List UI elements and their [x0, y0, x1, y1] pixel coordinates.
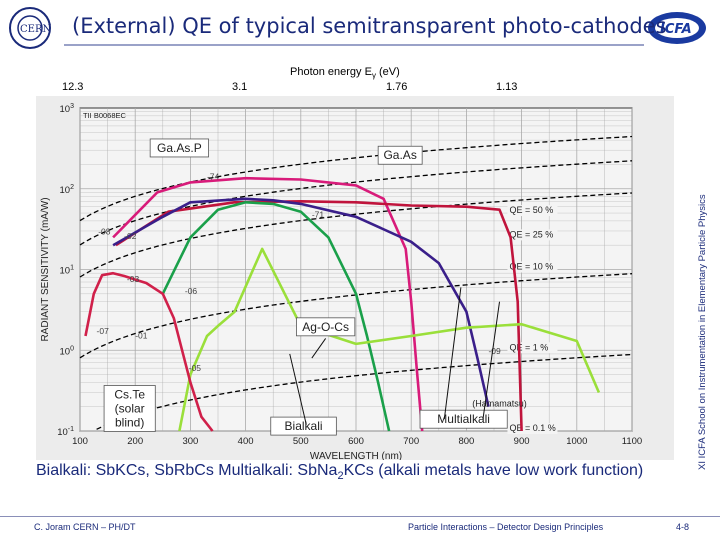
svg-text:CERN: CERN [20, 24, 51, 35]
x-tick-label: 700 [403, 436, 419, 447]
x-tick-label: 300 [182, 436, 198, 447]
annotation-arrow [482, 301, 501, 420]
curve-bialkali [161, 201, 391, 432]
x-tick-label: 500 [293, 436, 309, 447]
y-tick-label: 102 [60, 184, 75, 196]
x-tick-label: 200 [127, 436, 143, 447]
annotation-box [419, 409, 508, 429]
y-tick-label: 101 [60, 265, 75, 277]
qe-line [96, 353, 633, 430]
curve-gaasp [112, 176, 424, 432]
curve-code: -06 [185, 286, 198, 296]
footer-lecture: Particle Interactions – Detector Design … [408, 522, 604, 532]
y-tick-label: 10-1 [57, 426, 74, 438]
qe-label-bg [507, 205, 558, 217]
icfa-logo: ICFA [646, 10, 708, 46]
qe-label-bg [507, 261, 558, 273]
footer-author: C. Joram CERN – PH/DT [34, 522, 136, 532]
qe-label-bg [507, 342, 558, 354]
photocathode-caption: Bialkali: SbKCs, SbRbCs Multialkali: SbN… [36, 462, 643, 482]
qe-label: QE = 0.1 % [509, 423, 555, 433]
caption-part: Bialkali: Sb [36, 462, 116, 479]
x-tick-label: 1000 [566, 436, 587, 447]
caption-part: Rb [173, 462, 195, 479]
x-tick-label: 400 [238, 436, 254, 447]
curve-gaas [115, 200, 523, 432]
x-axis-label: WAVELENGTH (nm) [310, 451, 402, 460]
qe-line [79, 135, 633, 222]
y-axis-label: RADIANT SENSITIVITY (mA/W) [40, 197, 51, 341]
footer-page-number: 4-8 [676, 522, 690, 532]
x-tick-label: 1100 [622, 436, 642, 447]
annotation-box [270, 416, 337, 436]
annotation-label: Cs.Te [114, 387, 145, 401]
chart-svg: QE = 50 % QE = 25 % QE = 10 % QE = 1 % QE = … [40, 103, 642, 462]
y-tick-label: 100 [60, 345, 75, 357]
curve-code: -09 [488, 346, 501, 356]
slide-title: (External) QE of typical semitransparent… [72, 14, 667, 38]
annotation-label: (solar [115, 401, 145, 415]
photon-energy-title: Photon energy Eγ (eV) [290, 66, 400, 80]
x-tick-label: 900 [514, 436, 530, 447]
curve-code: -08 [98, 227, 111, 237]
qe-label: QE = 25 % [509, 229, 553, 239]
annotation-arrow [443, 287, 462, 420]
annotation-label: blind) [115, 415, 144, 429]
caption-subscript: 2 [337, 470, 344, 483]
curve-code: -07 [97, 326, 110, 336]
sensitivity-chart: QE = 50 % QE = 25 % QE = 10 % QE = 1 % QE = … [36, 96, 674, 462]
caption-part: Cs Multialkali: Sb [194, 462, 317, 479]
annotation-arrow [311, 338, 327, 359]
curve-code: -71 [312, 210, 325, 220]
annotation-box [377, 145, 423, 165]
qe-label-bg [507, 423, 558, 434]
annotation-label: Ga.As.P [157, 141, 202, 155]
curve-code: -02 [124, 231, 137, 241]
annotation-box [149, 138, 209, 158]
energy-tick: 12.3 [62, 81, 84, 93]
qe-label: QE = 50 % [509, 205, 553, 215]
x-tick-label: 100 [72, 436, 88, 447]
curve-code: -03 [127, 274, 140, 284]
corner-label: TII B0068EC [83, 111, 127, 120]
annotation-arrow [289, 353, 307, 425]
caption-part: KCs (alkali metals have low work functio… [343, 462, 644, 479]
annotation-label: Multialkali [437, 412, 490, 426]
caption-part: KCs, Sb [115, 462, 174, 479]
source-note: (Hamamatsu) [472, 399, 527, 409]
y-tick-label: 103 [60, 103, 75, 115]
x-tick-label: 800 [458, 436, 474, 447]
qe-label-bg [507, 229, 558, 241]
curve-code: -05 [189, 363, 202, 373]
svg-text:ICFA: ICFA [660, 22, 692, 37]
side-note: XI ICFA School on Instrumentation in Ele… [697, 194, 708, 470]
energy-tick: 1.76 [386, 81, 408, 93]
curve-code: -01 [135, 330, 148, 340]
curve-cste [84, 271, 214, 432]
qe-line [79, 192, 633, 278]
photon-energy-title-unit: (eV) [375, 66, 400, 78]
title-divider [64, 44, 644, 46]
annotation-box [296, 317, 356, 337]
energy-tick: 3.1 [232, 81, 248, 93]
photon-energy-title-text: Photon energy E [290, 66, 372, 78]
photon-energy-title-sub: γ [371, 71, 376, 81]
caption-part: Na [317, 462, 338, 479]
qe-label: QE = 1 % [509, 342, 548, 352]
x-tick-label: 600 [348, 436, 364, 447]
curve-multialkali [112, 197, 490, 407]
annotation-label: Ag-O-Cs [302, 320, 349, 334]
annotation-label: Ga.As [383, 148, 416, 162]
energy-tick: 1.13 [496, 81, 518, 93]
cern-logo: CERN [6, 6, 58, 50]
footer-divider [0, 516, 720, 517]
annotation-label: Bialkali [285, 419, 323, 433]
annotation-box [103, 385, 156, 432]
curve-code: -74 [207, 172, 220, 182]
qe-label: QE = 10 % [509, 262, 553, 272]
